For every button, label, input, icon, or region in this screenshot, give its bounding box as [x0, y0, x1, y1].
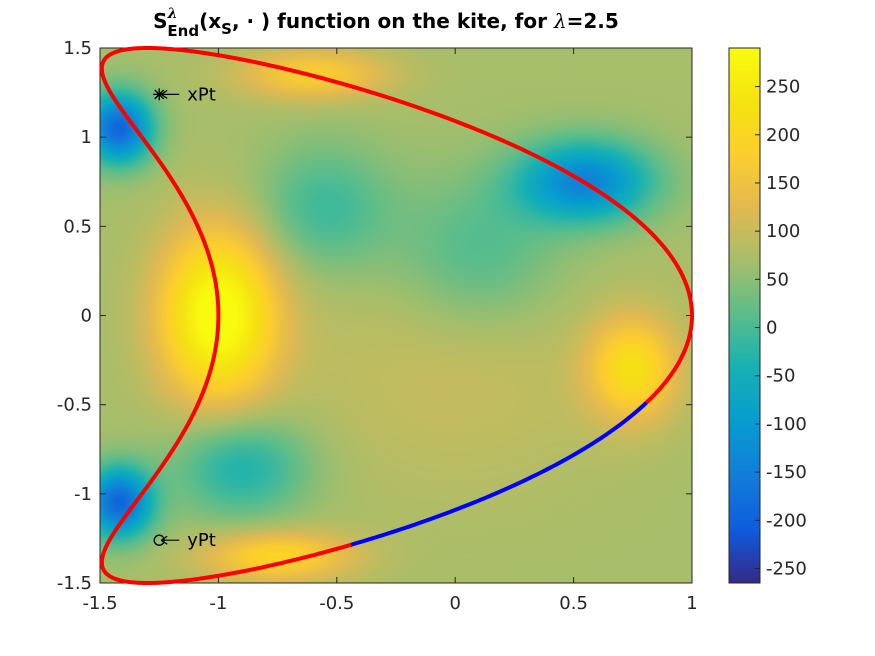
x-tick-label: -1.5	[82, 593, 117, 614]
colorbar-tick-label: 250	[766, 77, 800, 98]
title-sup: λ	[167, 6, 178, 22]
chart-title-text: Sλ End(xS, · ) function on the kite, for …	[153, 6, 619, 40]
colorbar-frame	[728, 47, 761, 584]
chart-title: Sλ End(xS, · ) function on the kite, for …	[153, 6, 619, 40]
annotation-label: xPt	[187, 84, 216, 105]
arrow	[160, 535, 180, 545]
heatmap	[100, 48, 692, 583]
y-tick-label: -1	[74, 484, 92, 505]
colorbar-container	[729, 48, 760, 583]
colorbar	[729, 48, 760, 583]
heatmap-container	[100, 48, 692, 583]
colorbar-tick-label: -50	[766, 366, 795, 387]
kite-curve	[645, 315, 694, 405]
y-tick-label: 1.5	[63, 38, 92, 59]
kite-curve-highlight	[350, 401, 648, 547]
annotation-label: yPt	[187, 530, 216, 551]
title-sub2: S	[221, 20, 232, 38]
colorbar-axis: -250 -200 -150 -100 -50 0 50 100 150 200 250	[755, 77, 807, 580]
arrow	[160, 89, 180, 99]
x-axis: -1.5 -1 -0.5 0 0.5 1	[82, 48, 698, 614]
colorbar-tick-label: -150	[766, 462, 807, 483]
colorbar-tick-label: -200	[766, 510, 807, 531]
x-tick-label: 0.5	[559, 593, 588, 614]
y-tick-label: 1	[81, 127, 92, 148]
x-tick-label: 0	[449, 593, 460, 614]
colorbar-tick-label: 50	[766, 269, 789, 290]
y-tick-label: 0	[81, 306, 92, 327]
colorbar-tick-label: 100	[766, 221, 800, 242]
colorbar-tick-label: 0	[766, 318, 777, 339]
title-lambda: λ	[553, 9, 567, 33]
title-s: S	[153, 9, 167, 33]
colorbar-tick-label: -250	[766, 559, 807, 580]
annotation-xpt: xPt	[153, 84, 216, 105]
y-tick-label: -1.5	[57, 573, 92, 594]
colorbar-tick-label: 200	[766, 125, 800, 146]
y-tick-label: 0.5	[63, 216, 92, 237]
x-tick-label: -0.5	[319, 593, 354, 614]
colorbar-tick-label: -100	[766, 414, 807, 435]
title-rest3: =2.5	[567, 9, 619, 33]
annotation-ypt: yPt	[153, 530, 216, 551]
x-tick-label: 1	[686, 593, 697, 614]
title-rest1: (x	[199, 9, 221, 33]
kite-curve	[99, 46, 694, 585]
colorbar-tick-label: 150	[766, 173, 800, 194]
annotations-layer: xPt yPt	[153, 84, 216, 551]
y-axis: -1.5 -1 -0.5 0 0.5 1 1.5	[57, 38, 692, 594]
title-rest2: , · ) function on the kite, for	[232, 9, 554, 33]
y-tick-label: -0.5	[57, 395, 92, 416]
title-sub: End	[167, 22, 199, 40]
kite-curve-layer	[99, 46, 694, 585]
x-tick-label: -1	[209, 593, 227, 614]
star-marker	[154, 89, 165, 100]
